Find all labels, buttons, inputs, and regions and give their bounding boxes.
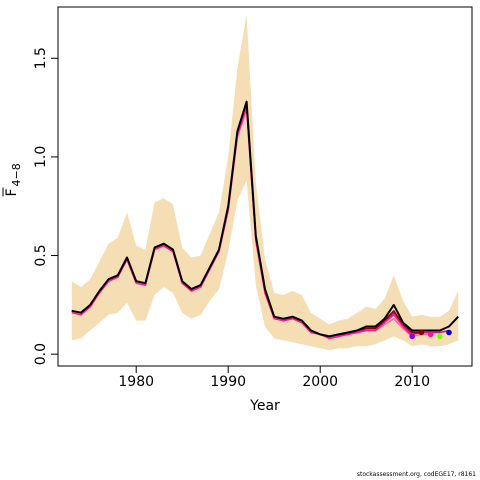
y-axis: 0.0 0.5 1.0 1.5 xyxy=(33,47,58,365)
retro-end-point xyxy=(427,331,434,338)
x-tick-label: 2000 xyxy=(302,374,338,390)
retro-end-point xyxy=(446,329,452,336)
y-axis-title-subscript: 4−8 xyxy=(10,163,23,186)
retro-end-point xyxy=(437,333,443,340)
x-axis: 1980 1990 2000 2010 xyxy=(118,366,430,390)
retro-point-layer xyxy=(409,329,452,340)
y-axis-title-main: F xyxy=(4,188,20,196)
confidence-band xyxy=(71,14,459,351)
y-tick-label: 1.0 xyxy=(33,146,49,168)
series-line-layer xyxy=(71,100,459,340)
confidence-band-layer xyxy=(71,14,459,351)
plot-frame xyxy=(57,6,473,367)
credit-text: stockassessment.org, codEGE17, r8161 xyxy=(356,471,476,478)
y-tick-label: 0.0 xyxy=(33,343,49,365)
main-series-line xyxy=(71,100,459,338)
retro-end-point xyxy=(409,333,416,340)
y-tick-label: 1.5 xyxy=(33,47,49,69)
x-tick-label: 2010 xyxy=(394,374,430,390)
y-tick-label: 0.5 xyxy=(33,244,49,266)
x-axis-title: Year xyxy=(249,398,280,414)
retro-end-point xyxy=(418,329,425,336)
y-axis-title: F 4−8 xyxy=(2,163,23,197)
x-tick-label: 1980 xyxy=(118,374,154,390)
x-tick-label: 1990 xyxy=(210,374,246,390)
